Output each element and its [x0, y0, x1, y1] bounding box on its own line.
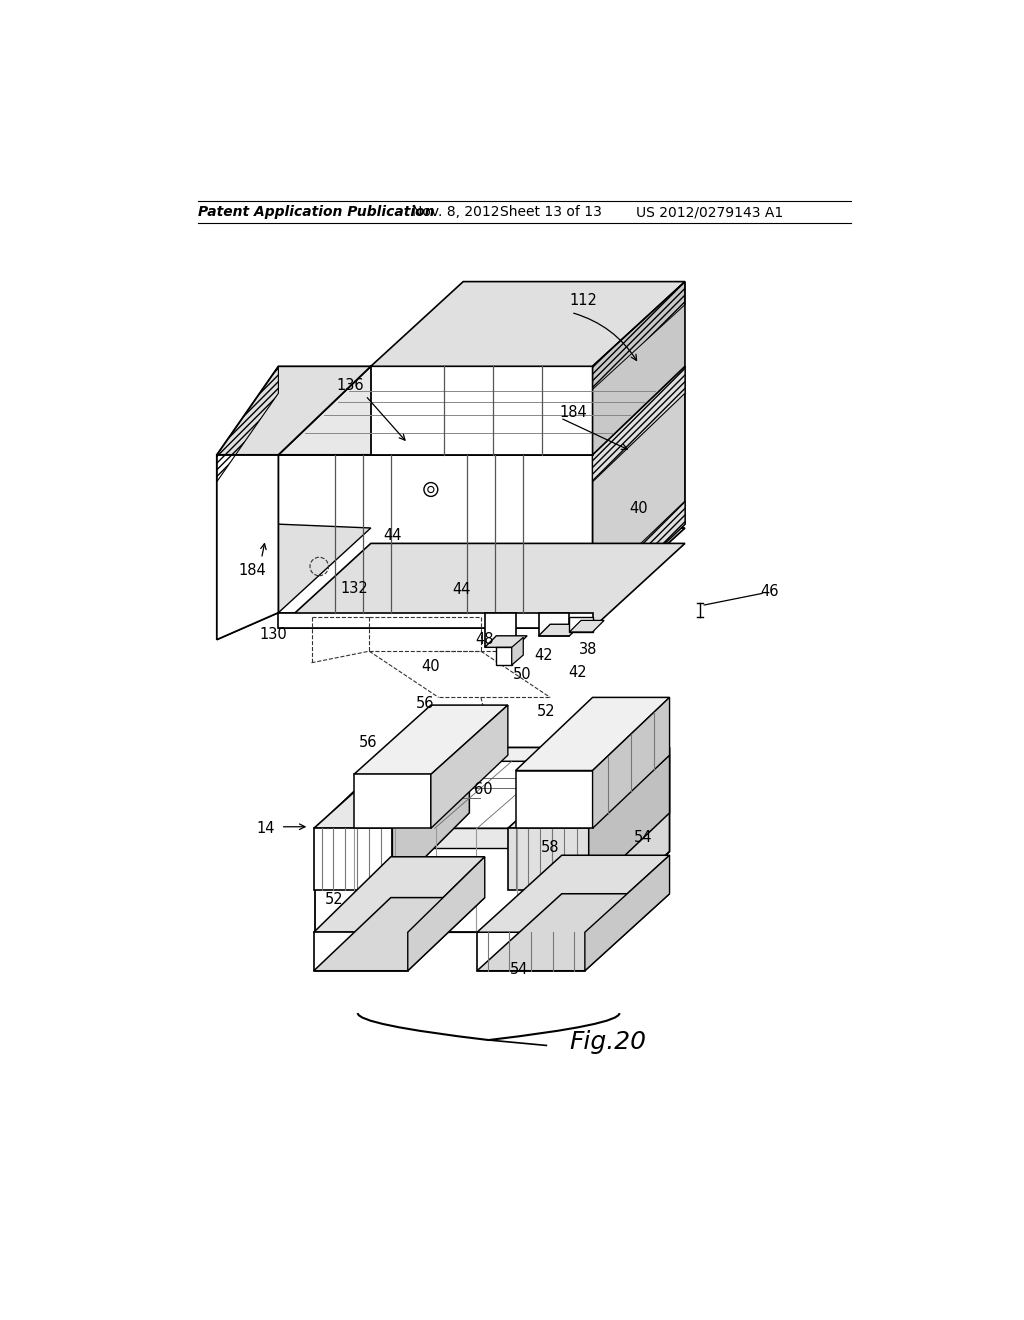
- Text: 54: 54: [510, 962, 528, 977]
- Text: Sheet 13 of 13: Sheet 13 of 13: [500, 206, 602, 219]
- Polygon shape: [371, 367, 593, 455]
- Polygon shape: [350, 829, 562, 847]
- Polygon shape: [593, 367, 685, 612]
- Polygon shape: [539, 624, 581, 636]
- Text: 184: 184: [239, 562, 266, 578]
- Polygon shape: [408, 857, 484, 970]
- Polygon shape: [593, 281, 685, 455]
- Polygon shape: [477, 932, 585, 970]
- Polygon shape: [313, 857, 484, 932]
- Polygon shape: [593, 502, 685, 612]
- Text: 52: 52: [325, 891, 343, 907]
- Polygon shape: [593, 697, 670, 829]
- Text: 132: 132: [340, 581, 368, 595]
- Polygon shape: [477, 855, 670, 932]
- Polygon shape: [313, 829, 392, 890]
- Polygon shape: [515, 697, 670, 771]
- Polygon shape: [569, 616, 593, 632]
- Text: 56: 56: [416, 696, 435, 711]
- Polygon shape: [593, 367, 685, 482]
- Text: 52: 52: [537, 704, 556, 719]
- Polygon shape: [279, 455, 593, 612]
- Polygon shape: [589, 755, 670, 890]
- Text: 48: 48: [475, 632, 494, 647]
- Polygon shape: [585, 855, 670, 970]
- Polygon shape: [354, 775, 431, 829]
- Text: 56: 56: [358, 734, 377, 750]
- Text: US 2012/0279143 A1: US 2012/0279143 A1: [636, 206, 783, 219]
- Polygon shape: [484, 636, 527, 647]
- Text: 184: 184: [559, 405, 587, 420]
- Text: 42: 42: [535, 648, 553, 663]
- Polygon shape: [539, 612, 569, 636]
- Polygon shape: [313, 898, 484, 970]
- Text: 50: 50: [512, 667, 531, 682]
- Polygon shape: [279, 612, 593, 628]
- Text: Nov. 8, 2012: Nov. 8, 2012: [412, 206, 499, 219]
- Polygon shape: [279, 528, 685, 612]
- Text: 14: 14: [256, 821, 274, 836]
- Polygon shape: [508, 755, 670, 829]
- Text: 40: 40: [422, 659, 440, 675]
- Text: 38: 38: [579, 642, 597, 657]
- Polygon shape: [484, 612, 515, 647]
- Polygon shape: [515, 771, 593, 829]
- Text: 42: 42: [568, 665, 587, 680]
- Polygon shape: [392, 759, 469, 890]
- Polygon shape: [315, 851, 670, 932]
- Text: 112: 112: [569, 293, 597, 309]
- Text: 130: 130: [259, 627, 287, 642]
- Polygon shape: [279, 544, 685, 628]
- Polygon shape: [313, 759, 469, 829]
- Text: Fig.20: Fig.20: [569, 1031, 646, 1055]
- Polygon shape: [371, 281, 685, 367]
- Text: Patent Application Publication: Patent Application Publication: [199, 206, 435, 219]
- Polygon shape: [477, 894, 670, 970]
- Polygon shape: [585, 747, 670, 932]
- Text: 40: 40: [630, 502, 648, 516]
- Text: 44: 44: [453, 582, 471, 597]
- Text: 60: 60: [474, 783, 493, 797]
- Polygon shape: [279, 367, 685, 455]
- Text: 44: 44: [383, 528, 401, 544]
- Text: 54: 54: [634, 830, 652, 845]
- Text: 46: 46: [761, 585, 779, 599]
- Polygon shape: [354, 705, 508, 775]
- Polygon shape: [497, 647, 512, 665]
- Polygon shape: [315, 829, 585, 932]
- Text: 136: 136: [336, 378, 364, 393]
- Polygon shape: [217, 524, 371, 640]
- Text: 58: 58: [541, 840, 559, 855]
- Polygon shape: [569, 620, 604, 632]
- Polygon shape: [217, 367, 371, 455]
- Polygon shape: [217, 455, 279, 640]
- Polygon shape: [315, 747, 670, 829]
- Polygon shape: [508, 829, 589, 890]
- Polygon shape: [350, 762, 639, 829]
- Polygon shape: [512, 638, 523, 665]
- Polygon shape: [431, 705, 508, 829]
- Polygon shape: [313, 932, 408, 970]
